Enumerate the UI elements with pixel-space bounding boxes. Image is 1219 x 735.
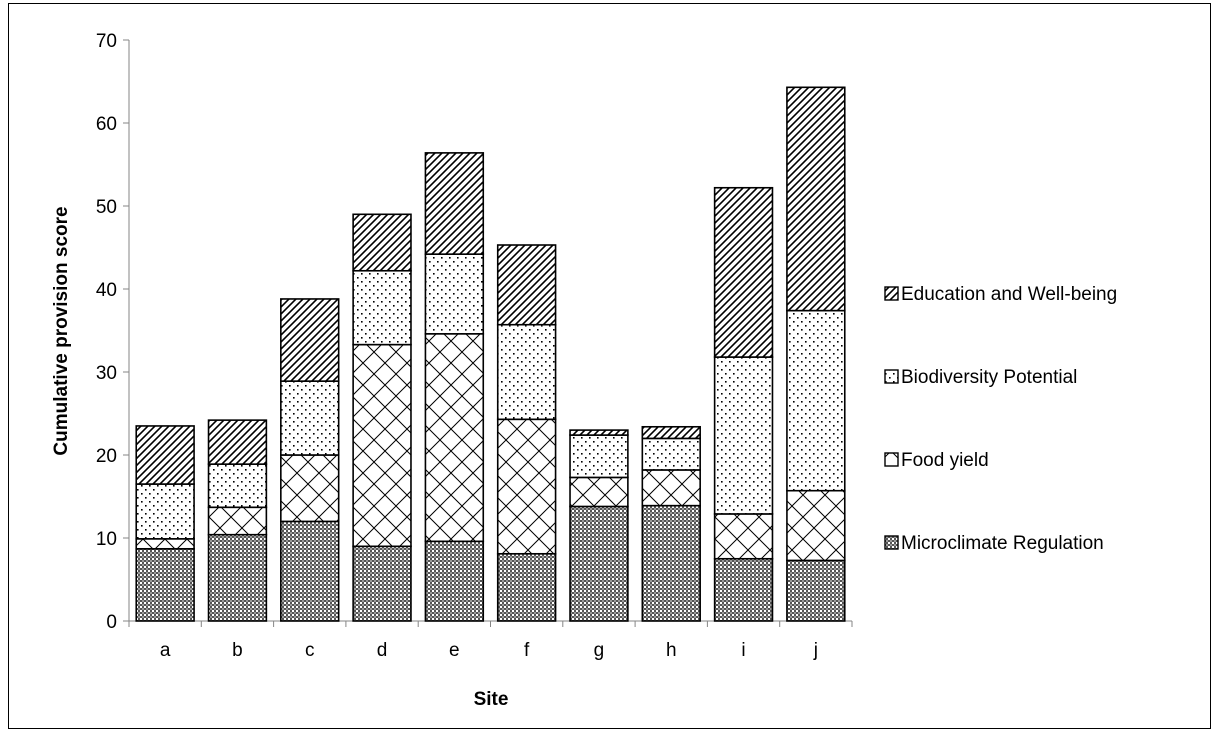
x-tick-label-g: g: [594, 640, 605, 661]
legend-swatch: [884, 369, 899, 384]
legend-swatch: [884, 452, 899, 467]
bar-segment-education-and-well-being-h: [641, 425, 701, 440]
legend: Education and Well-being Biodiversity Pot…: [884, 284, 1117, 554]
bar-stack-f: [496, 244, 557, 622]
x-tick-label-h: h: [666, 640, 677, 661]
x-tick-label-c: c: [305, 640, 315, 661]
bar-segment-food-yield-j: [786, 489, 846, 562]
bar-segment-food-yield-g: [569, 476, 629, 508]
legend-label: Microclimate Regulation: [901, 533, 1104, 554]
y-tick-label: 50: [96, 197, 117, 218]
y-tick-label: 0: [106, 612, 117, 633]
bar-stack-d: [352, 213, 412, 622]
y-tick-label: 70: [96, 31, 117, 52]
bar-stack-a: [135, 425, 195, 622]
bar-segment-food-yield-f: [496, 418, 557, 555]
bar-segment-microclimate-regulation-e: [424, 540, 485, 622]
bar-segment-education-and-well-being-c: [280, 298, 340, 382]
bar-segment-food-yield-c: [280, 454, 340, 523]
bar-stack-j: [786, 86, 846, 622]
bar-segment-microclimate-regulation-i: [713, 557, 774, 622]
bar-segment-biodiversity-potential-j: [786, 309, 846, 492]
bar-segment-food-yield-i: [713, 513, 774, 560]
y-axis-title: Cumulative provision score: [51, 206, 72, 455]
legend-label: Biodiversity Potential: [901, 367, 1077, 388]
x-tick-label-j: j: [813, 640, 818, 661]
y-ticks: 0 10 20 30 40 50 60 70: [96, 31, 129, 633]
bar-segment-education-and-well-being-d: [352, 213, 412, 272]
bars: [135, 86, 846, 622]
x-tick-label-i: i: [741, 640, 745, 661]
bar-segment-biodiversity-potential-d: [352, 269, 412, 346]
bar-segment-biodiversity-potential-g: [569, 434, 629, 479]
bar-segment-biodiversity-potential-f: [496, 323, 557, 421]
bar-stack-b: [207, 419, 268, 622]
x-tick-label-e: e: [449, 640, 460, 661]
bar-stack-i: [713, 186, 774, 622]
bar-segment-biodiversity-potential-e: [424, 253, 485, 335]
bar-segment-education-and-well-being-f: [496, 244, 557, 326]
x-tick-label-d: d: [377, 640, 388, 661]
x-axis-title: Site: [474, 689, 509, 710]
bar-segment-food-yield-d: [352, 343, 412, 548]
bar-segment-microclimate-regulation-j: [786, 559, 846, 622]
bar-segment-food-yield-e: [424, 333, 485, 543]
x-axis: a b c d e f g h i j: [128, 620, 853, 661]
bar-segment-microclimate-regulation-h: [641, 504, 701, 622]
bar-segment-education-and-well-being-a: [135, 425, 195, 485]
bar-segment-biodiversity-potential-i: [713, 356, 774, 515]
x-tick-label-f: f: [524, 640, 530, 661]
bar-segment-food-yield-h: [641, 469, 701, 507]
legend-item: Education and Well-being: [884, 284, 1117, 305]
bar-segment-education-and-well-being-i: [713, 186, 774, 358]
x-tick-label-a: a: [160, 640, 171, 661]
y-tick-label: 40: [96, 280, 117, 301]
bar-segment-microclimate-regulation-f: [496, 552, 557, 622]
bar-segment-education-and-well-being-b: [207, 419, 268, 465]
bar-stack-e: [424, 152, 485, 622]
bar-segment-microclimate-regulation-a: [135, 547, 195, 622]
y-axis: 0 10 20 30 40 50 60 70: [96, 31, 130, 633]
bar-segment-food-yield-b: [207, 506, 268, 536]
bar-stack-h: [641, 425, 701, 622]
bar-segment-microclimate-regulation-b: [207, 533, 268, 622]
legend-item: Microclimate Regulation: [884, 533, 1104, 554]
x-ticks: a b c d e f g h i j: [128, 621, 853, 661]
y-tick-label: 10: [96, 529, 117, 550]
bar-segment-biodiversity-potential-h: [641, 437, 701, 471]
bar-segment-biodiversity-potential-b: [207, 463, 268, 509]
x-tick-label-b: b: [232, 640, 243, 661]
bar-segment-biodiversity-potential-a: [135, 483, 195, 540]
bar-segment-microclimate-regulation-g: [569, 505, 629, 622]
bar-segment-education-and-well-being-j: [786, 86, 846, 312]
y-tick-label: 20: [96, 446, 117, 467]
bar-segment-education-and-well-being-g: [569, 429, 629, 436]
legend-item: Biodiversity Potential: [884, 367, 1077, 388]
bar-segment-food-yield-a: [135, 538, 195, 550]
legend-swatch: [884, 286, 899, 301]
bar-segment-education-and-well-being-e: [424, 152, 485, 255]
y-tick-label: 60: [96, 114, 117, 135]
bar-segment-microclimate-regulation-c: [280, 520, 340, 622]
bar-stack-c: [280, 298, 340, 622]
legend-swatch: [884, 535, 899, 550]
legend-label: Food yield: [901, 450, 989, 471]
bar-stack-g: [569, 429, 629, 622]
bar-segment-microclimate-regulation-d: [352, 545, 412, 622]
y-tick-label: 30: [96, 363, 117, 384]
legend-item: Food yield: [884, 450, 989, 471]
bar-segment-biodiversity-potential-c: [280, 380, 340, 456]
legend-label: Education and Well-being: [901, 284, 1117, 305]
